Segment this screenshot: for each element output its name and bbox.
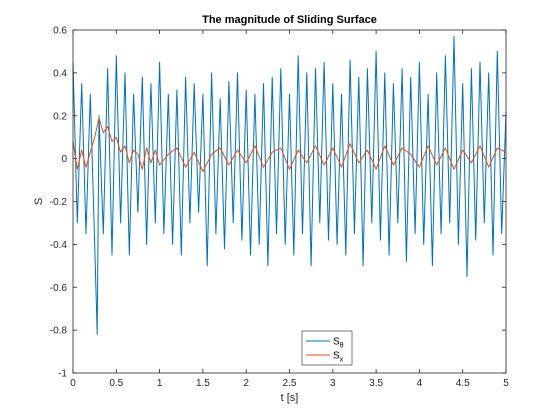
x-tick-label: 2 — [243, 378, 249, 389]
x-tick-label: 2.5 — [283, 378, 297, 389]
y-tick-label: 0.6 — [53, 26, 67, 37]
series-line-1 — [72, 117, 507, 172]
ticks-layer: 0 0.5 1 1.5 2 2.5 3 3.5 4 4.5 5 -1 -0.8 -0.6 -0.4 -0.2 0… — [50, 26, 509, 390]
x-tick-label: 3.5 — [369, 378, 383, 389]
y-tick-label: -0.6 — [50, 283, 68, 294]
y-tick-label: 0 — [61, 154, 67, 165]
x-tick-label: 1 — [157, 378, 163, 389]
x-tick-label: 5 — [503, 378, 509, 389]
x-tick-label: 4.5 — [456, 378, 470, 389]
legend-box — [301, 330, 353, 366]
legend-entry-0: Sθ — [333, 337, 344, 350]
y-tick-label: -1 — [58, 369, 67, 380]
legend-entry-1: Sx — [333, 351, 344, 364]
series-layer — [72, 35, 507, 335]
y-tick-label: 0.2 — [53, 111, 67, 122]
y-tick-label: 0.4 — [53, 68, 67, 79]
y-axis-label: S — [33, 198, 45, 205]
x-tick-label: 0 — [70, 378, 76, 389]
x-axis-label: t [s] — [281, 392, 299, 404]
chart-title: The magnitude of Sliding Surface — [202, 14, 377, 26]
y-tick-label: -0.2 — [50, 197, 68, 208]
series-line-0 — [72, 35, 507, 335]
y-tick-label: -0.4 — [50, 240, 68, 251]
x-tick-label: 0.5 — [109, 378, 123, 389]
y-tick-label: -0.8 — [50, 326, 68, 337]
x-tick-label: 1.5 — [196, 378, 210, 389]
x-tick-label: 4 — [417, 378, 423, 389]
x-tick-label: 3 — [330, 378, 336, 389]
